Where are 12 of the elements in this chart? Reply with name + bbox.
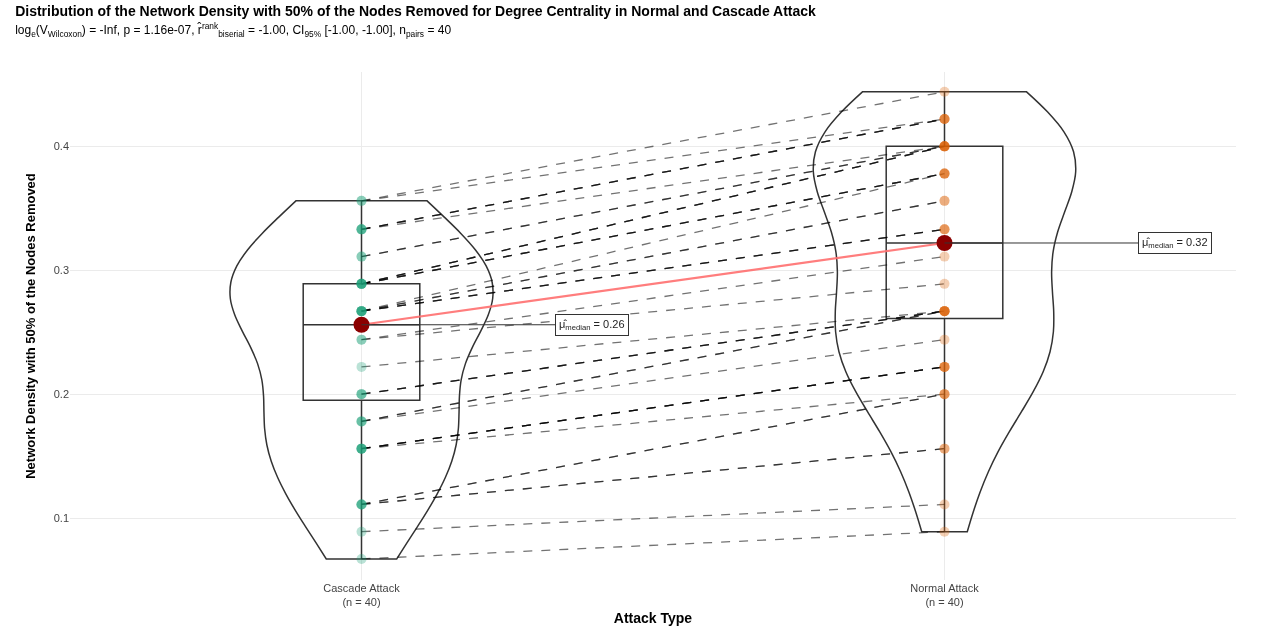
y-axis-title: Network Density with 50% of the Nodes Removed xyxy=(22,173,38,479)
y-tick-label: 0.2 xyxy=(53,388,69,400)
annotation: μ̂$_{median}$ = 0.32 xyxy=(1142,236,1208,251)
x-tick-label: Normal Attack (n = 40) xyxy=(910,582,980,609)
x-tick-label: Cascade Attack (n = 40) xyxy=(323,582,401,609)
y-tick-label: 0.1 xyxy=(53,511,69,524)
annotation: μ̂$_{median}$ = 0.26 xyxy=(559,318,625,333)
x-axis-title: Attack Type xyxy=(613,609,693,626)
y-tick-label: 0.4 xyxy=(53,140,69,153)
text: log$_{e}$(V$_{Wilcoxon}$) = -Inf, p = 1.16e-07, r̂$^{rank}$$_{biserial}$ = -1.00, CI$_{95%}$ [-1.00, -1.00], n$_{pairs}$ = 40 xyxy=(15,21,452,39)
chart-title: Distribution of the Network Density with 50% of the Nodes Removed for Degree Centrality in Normal and Cascade Attack xyxy=(15,3,817,19)
y-tick-label: 0.3 xyxy=(53,264,69,277)
